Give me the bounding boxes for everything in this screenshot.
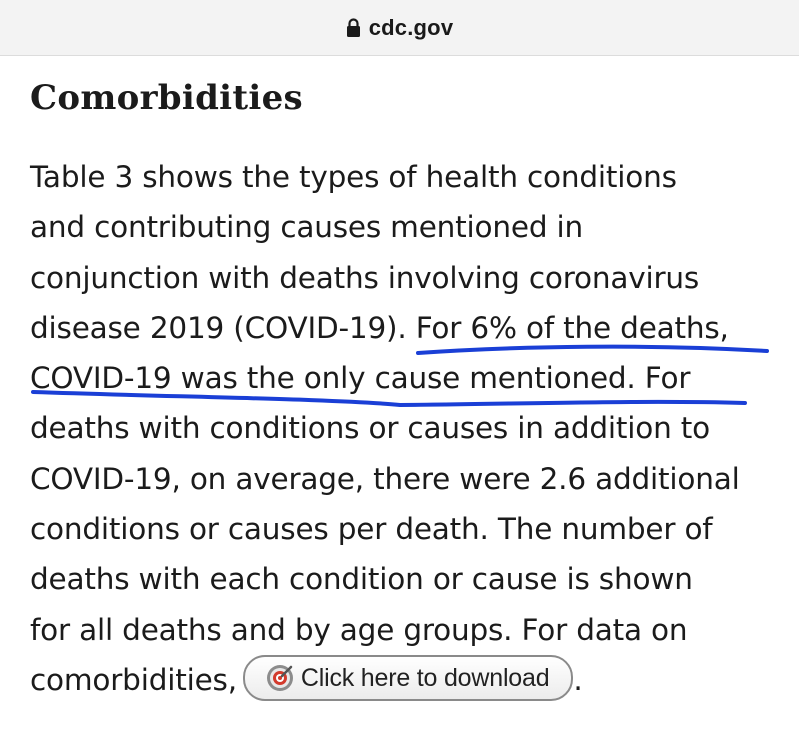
paragraph-line: Table 3 shows the types of health condit… — [30, 160, 677, 194]
url-text: cdc.gov — [368, 14, 454, 40]
browser-address-bar[interactable]: cdc.gov — [0, 0, 799, 56]
download-button[interactable]: Click here to download — [242, 655, 574, 702]
paragraph-last-line: comorbidities, Click here to download. — [30, 655, 795, 705]
last-line-prefix: comorbidities, — [30, 662, 237, 697]
paragraph-line: deaths with each condition or cause is s… — [30, 562, 693, 597]
paragraph-line: for all deaths and by age groups. For da… — [30, 612, 688, 647]
article-paragraph: Table 3 shows the types of health condit… — [30, 152, 795, 705]
paragraph-line: conjunction with deaths involving corona… — [30, 260, 700, 295]
last-line-suffix: . — [573, 662, 583, 697]
paragraph-line: disease 2019 (COVID-19). For 6% of the d… — [30, 310, 729, 345]
page-title: Comorbidities — [30, 78, 303, 118]
url-display[interactable]: cdc.gov — [346, 15, 454, 41]
paragraph-line: and contributing causes mentioned in — [30, 210, 584, 245]
paragraph-line: conditions or causes per death. The numb… — [30, 512, 713, 547]
download-button-label: Click here to download — [300, 664, 550, 693]
paragraph-line: deaths with conditions or causes in addi… — [30, 411, 710, 446]
download-target-icon — [266, 665, 293, 692]
paragraph-line: COVID-19 was the only cause mentioned. F… — [30, 361, 691, 396]
paragraph-line: COVID-19, on average, there were 2.6 add… — [30, 461, 740, 496]
lock-icon — [346, 17, 360, 37]
